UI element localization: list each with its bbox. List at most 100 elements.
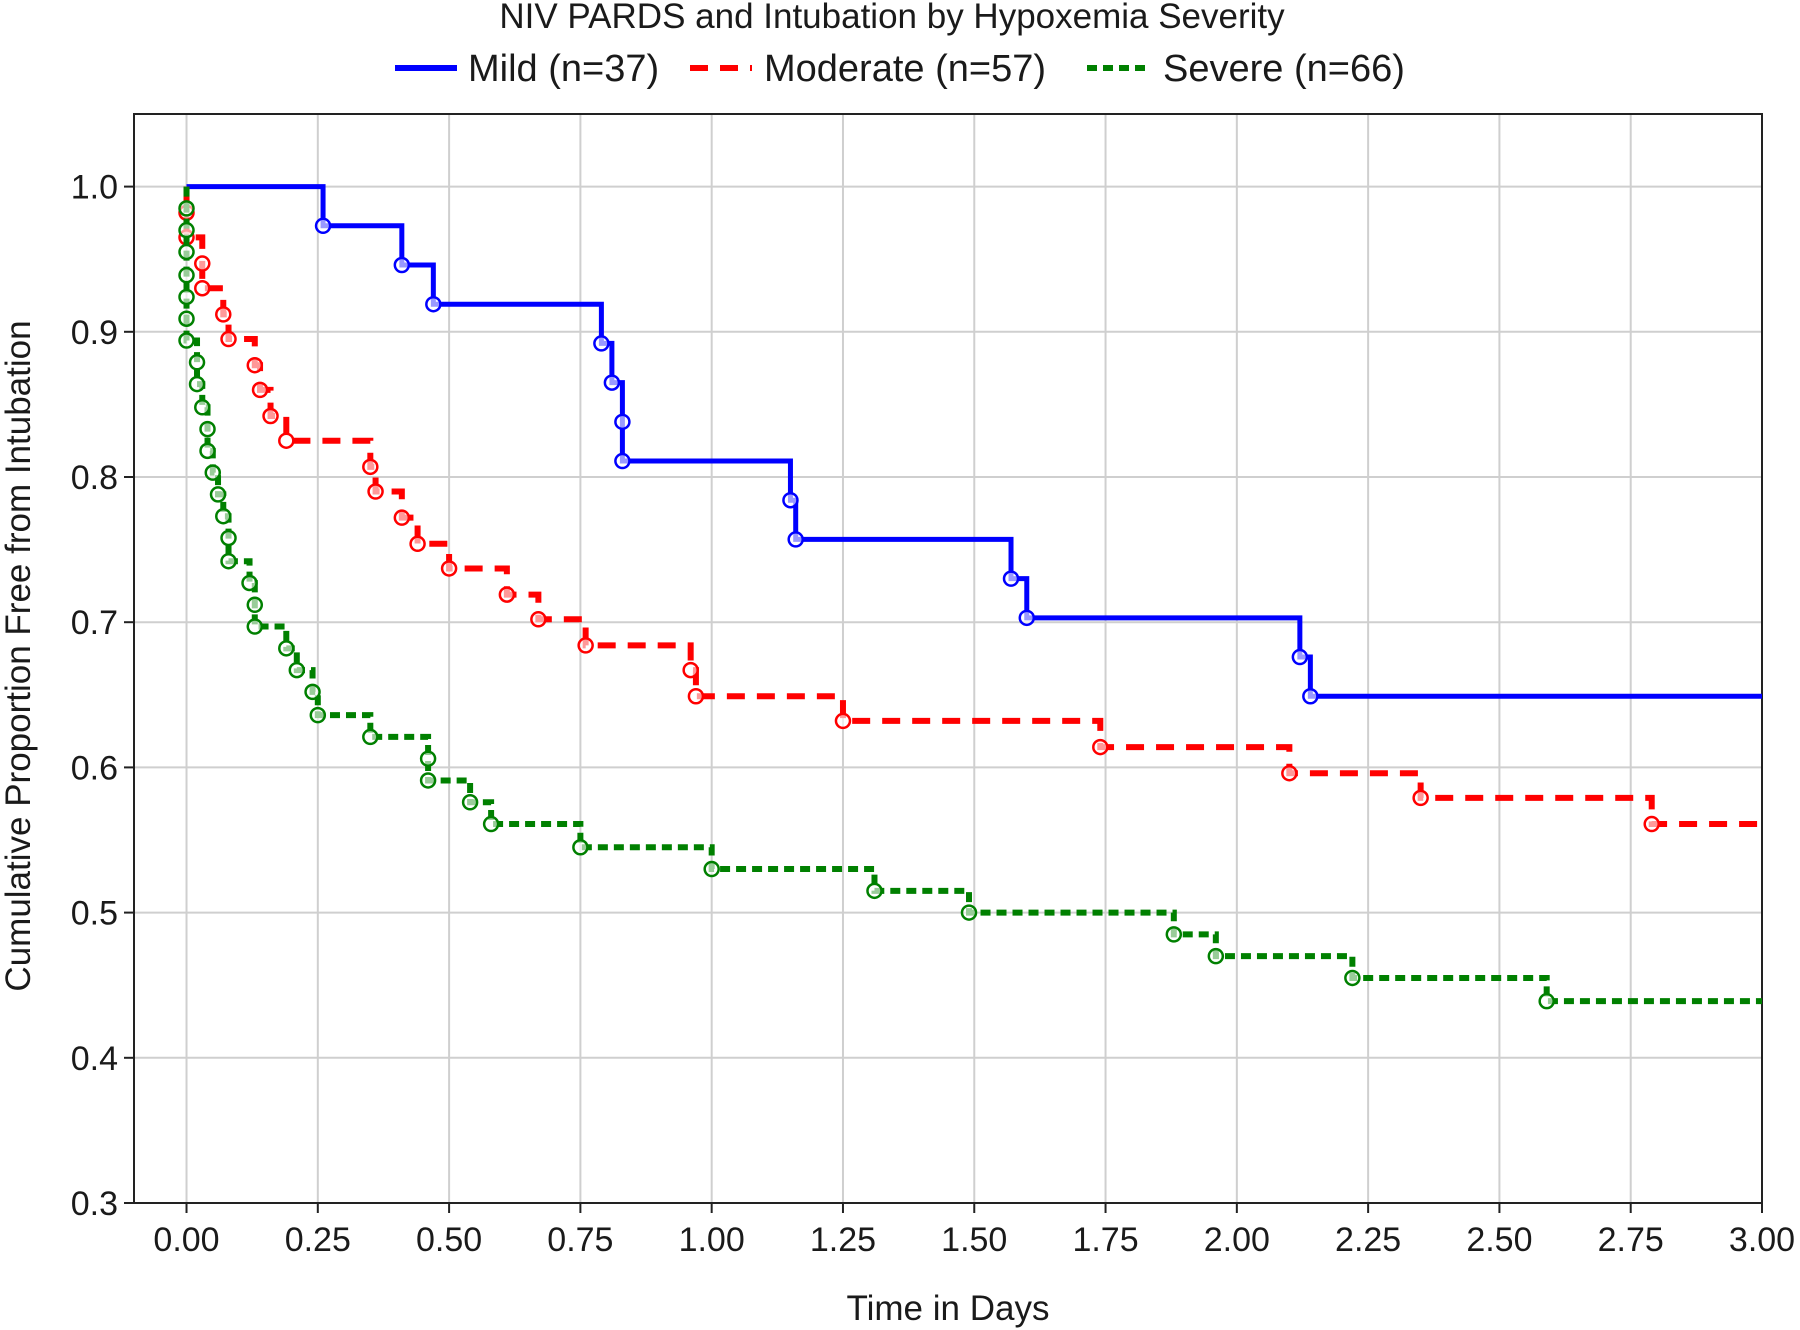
series-marker [1092,738,1109,756]
chart-title: NIV PARDS and Intubation by Hypoxemia Se… [499,0,1285,36]
legend-label: Mild (n=37) [468,48,659,90]
series-marker [262,407,279,425]
series-marker [178,310,195,327]
plot-area-frame [133,113,1763,1204]
x-tick-label: 3.00 [1729,1221,1795,1259]
series-layer [178,184,1762,1010]
series-marker [419,750,437,767]
x-tick-label: 2.75 [1598,1221,1664,1259]
series-marker [246,356,264,374]
x-tick-label: 1.75 [1072,1221,1138,1259]
series-marker [220,529,237,547]
series-marker [393,509,411,526]
series-marker [178,200,195,217]
series-marker [178,288,195,306]
series-marker [220,330,237,348]
series-marker [409,535,426,553]
x-tick-label: 0.00 [153,1221,219,1259]
y-tick-label: 0.4 [71,1040,118,1078]
series-marker [188,375,206,393]
series-marker [1018,609,1036,627]
legend-label: Severe (n=66) [1163,48,1405,90]
series-marker [834,712,852,730]
x-tick-label: 0.50 [416,1221,482,1259]
series-marker [278,640,295,657]
y-tick-label: 1.0 [71,169,118,207]
series-marker [498,586,516,603]
x-axis-label: Time in Days [847,1289,1050,1328]
x-tick-label: 1.25 [810,1221,876,1259]
series-marker [304,683,321,701]
series-marker [1643,815,1660,833]
series-marker [199,420,216,438]
series-marker [215,507,232,525]
series-group [178,186,1762,833]
x-tick-label: 2.25 [1335,1221,1401,1259]
y-tick-label: 0.9 [71,314,118,352]
y-axis-label: Cumulative Proportion Free from Intubati… [0,320,38,991]
series-marker [209,486,227,503]
series-marker [1344,969,1361,987]
series-marker [178,332,195,349]
x-tick-label: 0.25 [285,1221,351,1259]
series-marker [194,255,211,272]
series-marker [703,860,720,878]
series-marker [215,306,232,323]
series-marker [687,688,705,705]
series-marker [362,458,379,476]
series-marker [461,793,479,811]
series-marker [572,839,589,856]
series-marker [614,413,631,431]
series-marker [603,374,621,391]
gridlines [134,114,1763,1204]
series-marker [482,815,500,833]
legend-label: Moderate (n=57) [764,48,1046,90]
series-marker [577,637,594,654]
series-marker [1412,789,1429,807]
series-marker [367,483,384,500]
series-marker [246,618,264,635]
series-marker [188,354,206,371]
series-marker [425,295,442,313]
series-marker [178,266,195,284]
series-line [183,186,1762,828]
y-axis-ticks: 0.3 0.4 0.5 0.6 0.7 0.8 0.9 1.0 [71,169,134,1223]
series-marker [194,399,211,416]
series-marker [1002,570,1020,587]
y-tick-label: 0.8 [71,459,118,497]
series-marker [251,381,269,399]
series-marker [194,279,211,297]
series-marker [1281,764,1298,782]
series-marker [440,560,458,577]
x-tick-label: 1.00 [679,1221,745,1259]
y-tick-label: 0.7 [71,604,118,642]
series-marker [220,552,237,570]
series-marker [393,256,411,274]
series-marker [362,728,379,746]
series-marker [419,772,437,789]
series-marker [178,243,195,261]
series-marker [782,491,799,509]
y-tick-label: 0.3 [71,1185,118,1223]
series-marker [1538,992,1555,1010]
x-tick-label: 1.50 [941,1221,1007,1259]
x-tick-label: 2.00 [1204,1221,1270,1259]
x-axis-ticks: 0.00 0.25 0.50 0.75 1.00 1.25 1.50 1.75 2.00 2.25… [153,1203,1795,1259]
series-marker [866,882,883,900]
series-marker [960,904,978,921]
series-marker [199,442,216,460]
series-marker [1207,947,1225,965]
series-marker [309,706,327,724]
series-group [186,184,1762,705]
series-marker [787,531,804,548]
series-marker [288,661,306,679]
series-marker [246,596,264,614]
series-marker [614,452,631,470]
series-group [178,186,1762,1010]
y-tick-label: 0.5 [71,895,118,933]
series-marker [593,335,610,352]
series-marker [1291,648,1309,666]
series-marker [178,221,195,239]
